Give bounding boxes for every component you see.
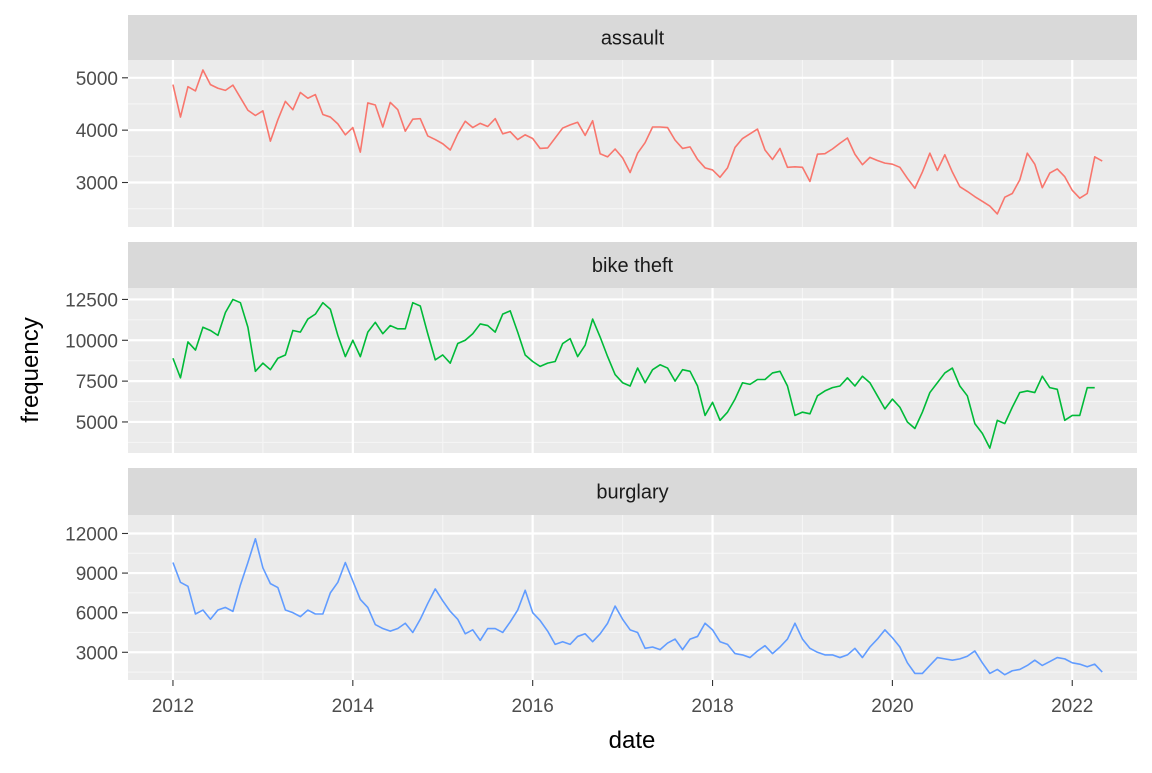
y-tick-label: 10000 <box>65 331 118 352</box>
panel-background <box>128 60 1137 227</box>
panels-layer: assault 3000 4000 5000 bike theft 5000 7500 100… <box>65 15 1137 680</box>
y-tick-label: 5000 <box>76 413 118 434</box>
y-tick-label: 9000 <box>76 564 118 585</box>
y-tick-label: 5000 <box>76 69 118 90</box>
panel-assault: assault 3000 4000 5000 <box>76 15 1137 227</box>
x-tick-label: 2012 <box>152 696 194 717</box>
series-line-bike-theft <box>172 298 1095 449</box>
panel-background <box>128 288 1137 453</box>
series-line-assault <box>172 69 1103 215</box>
y-tick-label: 12000 <box>65 524 118 545</box>
series-line-burglary <box>172 537 1103 676</box>
x-axis: 2012 2014 2016 2018 2020 2022 <box>152 680 1093 717</box>
panel-bike-theft: bike theft 5000 7500 10000 12500 <box>65 242 1137 453</box>
y-tick-label: 3000 <box>76 174 118 195</box>
x-tick-label: 2018 <box>691 696 733 717</box>
panel-strip-label: bike theft <box>592 255 674 277</box>
x-tick-label: 2014 <box>332 696 375 717</box>
y-tick-label: 3000 <box>76 643 118 664</box>
panel-burglary: burglary 3000 6000 9000 12000 <box>65 468 1137 680</box>
panel-strip <box>128 242 1137 288</box>
panel-strip-label: assault <box>601 28 665 50</box>
panel-strip-label: burglary <box>596 482 668 504</box>
panel-strip <box>128 15 1137 60</box>
y-tick-label: 4000 <box>76 121 118 142</box>
y-tick-label: 12500 <box>65 290 118 311</box>
x-axis-title: date <box>609 727 656 754</box>
x-tick-label: 2020 <box>871 696 913 717</box>
panel-background <box>128 515 1137 680</box>
panel-strip <box>128 468 1137 515</box>
x-tick-label: 2016 <box>512 696 554 717</box>
y-axis-title: frequency <box>17 317 44 422</box>
x-tick-label: 2022 <box>1051 696 1093 717</box>
y-tick-label: 7500 <box>76 372 118 393</box>
y-tick-label: 6000 <box>76 604 118 625</box>
